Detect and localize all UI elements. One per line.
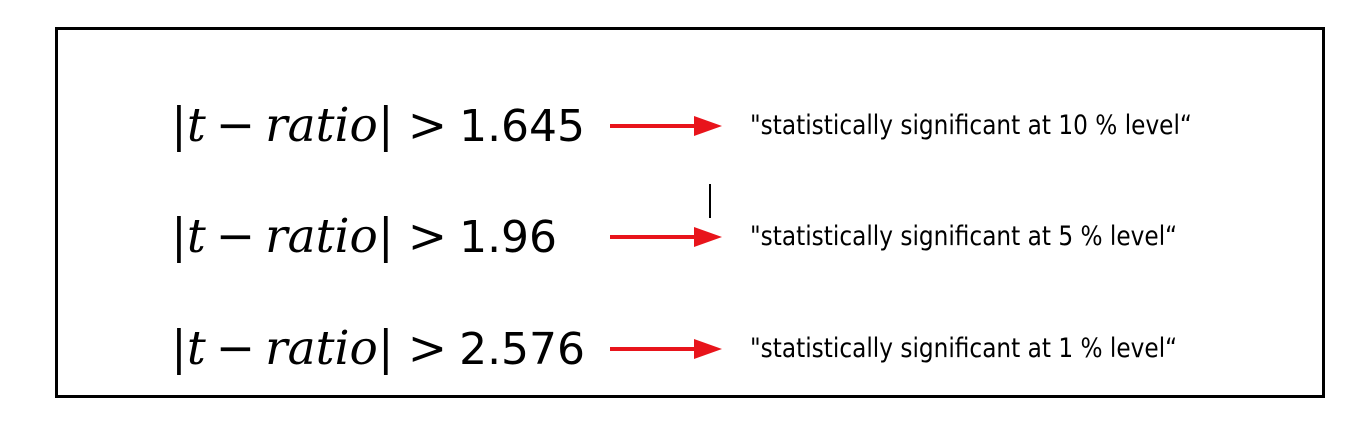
abs-bar-right: | [377, 209, 394, 264]
minus-sign: − [215, 98, 256, 153]
significance-label: "statistically significant at 10 % level… [750, 110, 1192, 141]
abs-bar-right: | [377, 98, 394, 153]
rule-row-1-percent: |t − ratio| >2.576 "statistically significa… [58, 309, 1322, 389]
abs-bar-left: | [171, 98, 187, 153]
t-variable: t [186, 209, 206, 264]
right-arrow-icon [610, 110, 722, 142]
significance-rules-box: |t − ratio| >1.645 "statistically significa… [55, 27, 1325, 398]
rule-row-5-percent: |t − ratio| >1.96 "statistically significan… [58, 197, 1322, 277]
right-arrow-icon [610, 221, 722, 253]
ratio-word: ratio [265, 98, 378, 153]
abs-bar-left: | [171, 209, 187, 264]
critical-value: 2.576 [459, 324, 586, 375]
greater-than-sign: > [407, 321, 448, 376]
abs-bar-right: | [377, 321, 394, 376]
critical-value: 1.645 [459, 101, 586, 152]
rule-row-10-percent: |t − ratio| >1.645 "statistically significa… [58, 86, 1322, 166]
t-variable: t [186, 321, 206, 376]
t-ratio-formula: |t − ratio| >1.645 [171, 86, 585, 166]
greater-than-sign: > [407, 209, 448, 264]
t-ratio-formula: |t − ratio| >2.576 [171, 309, 585, 389]
critical-value: 1.96 [459, 212, 558, 263]
ratio-word: ratio [265, 209, 378, 264]
t-ratio-formula: |t − ratio| >1.96 [171, 197, 557, 277]
ratio-word: ratio [265, 321, 378, 376]
significance-label: "statistically significant at 5 % level“ [750, 221, 1178, 252]
minus-sign: − [215, 321, 256, 376]
greater-than-sign: > [407, 98, 448, 153]
minus-sign: − [215, 209, 256, 264]
t-variable: t [186, 98, 206, 153]
significance-label: "statistically significant at 1 % level“ [750, 333, 1178, 364]
abs-bar-left: | [171, 321, 187, 376]
text-cursor [709, 184, 711, 218]
right-arrow-icon [610, 333, 722, 365]
